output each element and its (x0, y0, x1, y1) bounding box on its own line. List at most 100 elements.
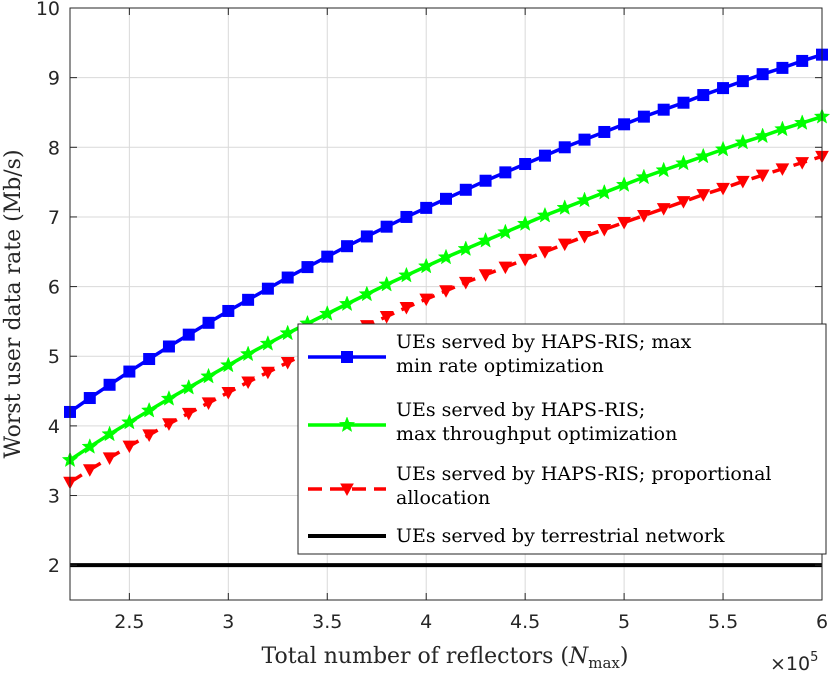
data-point (497, 223, 514, 240)
legend-label: UEs served by HAPS-RIS; (396, 399, 645, 421)
legend-label: UEs served by HAPS-RIS; max (396, 331, 692, 353)
data-point (479, 174, 492, 187)
data-point (675, 154, 692, 171)
data-point (101, 425, 118, 442)
data-point (756, 68, 769, 81)
legend-swatch-marker (338, 416, 356, 433)
y-axis-title: Worst user data rate (Mb/s) (1, 149, 26, 458)
data-point (458, 276, 473, 290)
data-point (498, 261, 513, 275)
data-point (318, 305, 336, 321)
legend-label: min rate optimization (396, 355, 604, 377)
data-point (321, 250, 334, 263)
plot-area-border (69, 7, 823, 601)
tick-labels: 2.5 3 3.5 4 4.5 5 5.5 6 2 3 4 5 6 7 8 9 10 (36, 0, 828, 633)
data-point (776, 61, 789, 74)
data-point (459, 183, 472, 196)
data-point (617, 217, 631, 230)
data-point (123, 365, 136, 378)
data-point (499, 166, 512, 179)
data-point (360, 230, 373, 243)
data-point (399, 301, 414, 315)
data-point (439, 285, 453, 298)
data-point (201, 397, 216, 410)
legend-swatch-marker (341, 351, 353, 363)
data-point (536, 206, 554, 223)
data-point (142, 429, 157, 442)
x-tick-label: 6 (816, 611, 828, 633)
data-point (162, 340, 175, 353)
data-point (518, 253, 533, 267)
data-point (635, 168, 653, 185)
data-point (754, 127, 771, 144)
x-tick-label: 3.5 (312, 611, 342, 633)
data-point (220, 356, 237, 373)
data-point (519, 158, 532, 171)
data-point (694, 147, 712, 164)
data-point (556, 199, 574, 215)
plot-series (61, 48, 830, 568)
data-point (615, 176, 633, 192)
data-point (558, 141, 571, 154)
data-point (180, 378, 198, 395)
y-tick-label: 7 (48, 207, 60, 229)
data-point (578, 133, 591, 146)
legend-swatch-marker (340, 483, 354, 497)
legend-label: allocation (396, 487, 490, 509)
legend-box (297, 323, 827, 555)
y-tick-label: 3 (48, 486, 60, 508)
legend-entry-3: UEs served by HAPS-RIS; proportionalallo… (308, 463, 772, 509)
data-point (637, 110, 650, 123)
data-point (557, 238, 572, 252)
axes (69, 7, 823, 601)
data-point (82, 464, 97, 477)
data-point (618, 118, 631, 131)
data-point (696, 189, 711, 202)
data-point (477, 231, 494, 248)
data-point (478, 269, 493, 282)
data-point (736, 75, 749, 88)
data-point (417, 257, 435, 274)
data-point (341, 240, 354, 253)
data-point (676, 196, 691, 209)
y-tick-label: 6 (48, 277, 60, 299)
data-point (162, 418, 176, 431)
data-point (338, 295, 356, 312)
y-tick-label: 4 (48, 416, 60, 438)
data-point (793, 114, 811, 130)
data-point (735, 175, 750, 189)
data-point (279, 324, 296, 341)
x-tick-label: 4 (420, 611, 432, 633)
x-axis-title-text: Total number of reflectors ( (262, 644, 569, 669)
data-point (182, 328, 195, 341)
legend-label: UEs served by terrestrial network (396, 525, 725, 547)
data-point (400, 210, 413, 223)
data-point (437, 248, 455, 265)
data-point (796, 54, 809, 67)
data-point (259, 334, 277, 351)
x-axis-title-symbol: N (568, 644, 589, 669)
data-point (121, 413, 138, 430)
data-point (716, 182, 730, 196)
legend-label: UEs served by HAPS-RIS; proportional (396, 463, 772, 485)
data-point (301, 261, 314, 274)
data-point (655, 161, 672, 178)
data-point (516, 215, 534, 231)
data-point (538, 149, 551, 162)
data-point (379, 311, 394, 324)
legend-entry-4: UEs served by terrestrial network (308, 525, 725, 547)
y-tick-label: 9 (48, 68, 60, 90)
data-point (222, 304, 235, 317)
data-point (221, 386, 236, 400)
data-point (440, 192, 452, 205)
data-point (160, 390, 178, 406)
data-point (596, 183, 613, 200)
data-point (239, 345, 257, 362)
x-tick-label: 5.5 (708, 611, 738, 633)
data-point (122, 440, 137, 454)
data-point (280, 357, 295, 370)
x-axis-title-close: ) (620, 644, 629, 669)
